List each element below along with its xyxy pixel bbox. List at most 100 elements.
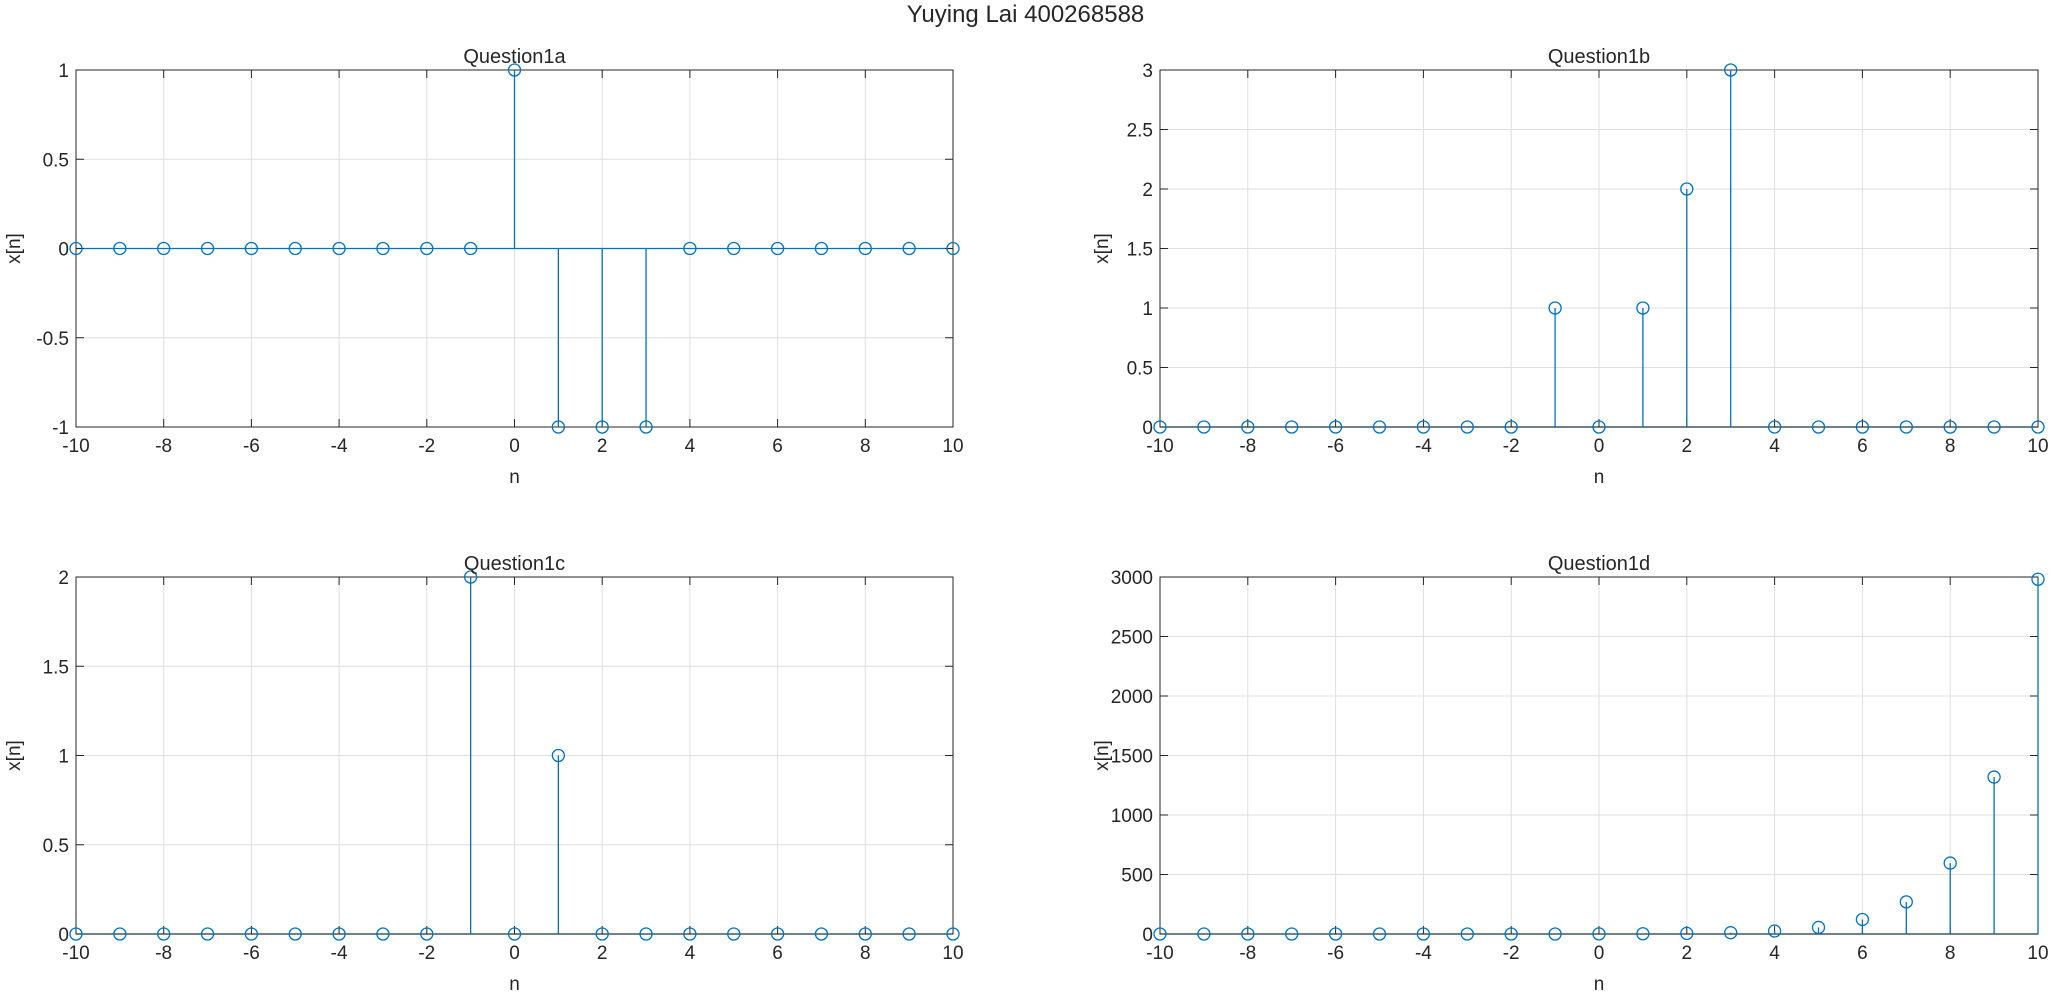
stem-marker (1153, 927, 1167, 941)
stem-marker (157, 927, 171, 941)
x-tick-label: -2 (418, 436, 435, 457)
x-tick-label: 8 (860, 943, 871, 964)
y-tick-label: 0 (58, 240, 69, 261)
stem-marker (639, 927, 653, 941)
y-tick-label: 1.5 (43, 657, 69, 678)
stem-marker (1899, 420, 1913, 434)
x-tick-label: 4 (685, 436, 696, 457)
y-tick-label: 0 (1142, 925, 1153, 946)
stem-marker (1416, 420, 1431, 434)
y-tick-label: 0 (1142, 418, 1153, 439)
stem-marker (639, 420, 653, 434)
x-tick-label: 8 (1945, 943, 1956, 964)
stem-marker (507, 927, 522, 941)
x-tick-label: 6 (772, 436, 783, 457)
stem-marker (376, 241, 390, 256)
x-axis-label: n (1594, 974, 1605, 995)
x-tick-label: 8 (860, 436, 871, 457)
stem-marker (551, 748, 565, 763)
stem-marker (2031, 420, 2045, 434)
stem-marker (1372, 420, 1387, 434)
y-tick-label: 2500 (1111, 628, 1153, 649)
x-tick-label: -2 (418, 943, 435, 964)
stem-marker (683, 241, 697, 256)
y-tick-label: 1.5 (1127, 240, 1153, 261)
x-tick-label: 6 (1857, 943, 1868, 964)
stem-marker (1855, 420, 1870, 434)
y-tick-label: 3000 (1111, 568, 1153, 589)
stem-marker (69, 927, 83, 941)
stem-marker (946, 241, 960, 256)
stem-marker (1855, 912, 1870, 927)
stem-marker (507, 63, 522, 77)
stem-marker (1328, 420, 1343, 434)
stem-marker (1724, 926, 1738, 940)
stem-marker (1943, 856, 1957, 870)
stem-marker (332, 241, 346, 256)
x-tick-label: -2 (1503, 436, 1520, 457)
x-axis-label: n (509, 974, 520, 995)
x-axis-label: n (1594, 467, 1605, 488)
stem-marker (1680, 926, 1694, 941)
x-tick-label: -8 (155, 436, 172, 457)
x-tick-label: -4 (331, 436, 348, 457)
y-tick-label: 2 (58, 568, 69, 589)
plot-question1c: -10 -8 -6 -4 -2 0 2 4 6 8 10 0 0.5 1 1.5 2 Question1c n x[… (4, 553, 964, 995)
stem-marker (1197, 420, 1211, 434)
y-axis-label: x[n] (4, 233, 25, 264)
stem-marker (113, 241, 127, 256)
y-tick-label: 1500 (1111, 747, 1153, 768)
y-tick-label: 2000 (1111, 687, 1153, 708)
y-tick-label: 1000 (1111, 806, 1153, 827)
stem-marker (200, 927, 215, 941)
y-tick-label: 2 (1142, 180, 1153, 201)
x-tick-label: 8 (1945, 436, 1956, 457)
stem-marker (1548, 301, 1562, 315)
stem-marker (1680, 182, 1694, 196)
y-tick-label: 0.5 (1127, 359, 1153, 380)
x-tick-label: -6 (1327, 943, 1344, 964)
x-tick-label: 0 (509, 943, 520, 964)
x-tick-label: -2 (1503, 943, 1520, 964)
stem-marker (1767, 420, 1782, 434)
stem-marker (1636, 301, 1650, 315)
x-tick-label: -8 (155, 943, 172, 964)
stem-marker (1811, 420, 1826, 434)
y-tick-label: 500 (1121, 866, 1153, 887)
stem-marker (244, 927, 259, 941)
stem-marker (376, 927, 390, 941)
x-tick-label: 4 (685, 943, 696, 964)
x-axis-label: n (509, 467, 520, 488)
stem-marker (1328, 927, 1343, 941)
stem-marker (420, 241, 434, 256)
stem-marker (858, 927, 872, 941)
stem-marker (1811, 920, 1826, 935)
stem-marker (551, 420, 565, 434)
x-tick-label: 0 (1594, 943, 1605, 964)
stem-marker (770, 927, 785, 941)
stem-marker (902, 241, 916, 256)
stem-marker (814, 927, 829, 941)
x-tick-label: -4 (1415, 436, 1432, 457)
stem-marker (946, 927, 960, 941)
stem-marker (1372, 927, 1387, 941)
stem-marker (1724, 63, 1738, 77)
x-tick-label: -6 (243, 436, 260, 457)
y-tick-label: 0 (58, 925, 69, 946)
y-tick-label: 0.5 (43, 836, 69, 857)
x-tick-label: 10 (2027, 436, 2048, 457)
y-tick-label: 2.5 (1127, 121, 1153, 142)
x-tick-label: 0 (509, 436, 520, 457)
stem-marker (595, 927, 609, 941)
x-tick-label: -8 (1239, 436, 1256, 457)
stem-marker (858, 241, 872, 256)
stem-marker (463, 570, 478, 584)
x-tick-label: 10 (942, 943, 963, 964)
y-axis-label: x[n] (1092, 233, 1113, 264)
stem-marker (1987, 420, 2001, 434)
stem-marker (463, 241, 478, 256)
x-tick-label: 10 (2027, 943, 2048, 964)
x-tick-label: -10 (62, 436, 89, 457)
stem-marker (288, 241, 302, 256)
